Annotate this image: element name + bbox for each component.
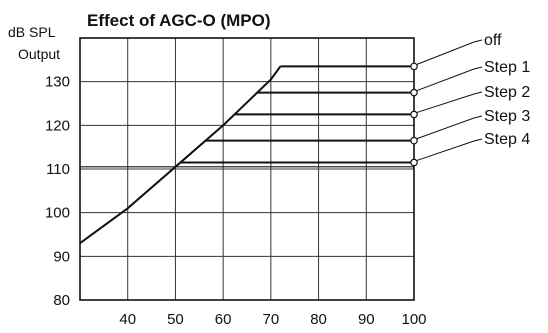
plot-area	[79, 62, 418, 245]
x-tick-label-60: 60	[215, 311, 232, 328]
y-tick-label-130: 130	[45, 74, 70, 91]
series-marker-step-2	[410, 110, 418, 119]
x-tick-label-40: 40	[119, 311, 136, 328]
legend-label-off: off	[484, 32, 502, 49]
y-tick-label-110: 110	[46, 161, 70, 178]
input-output-curve	[79, 65, 282, 245]
chart-title: Effect of AGC-O (MPO)	[87, 11, 271, 30]
y-tick-label-100: 100	[45, 205, 70, 222]
x-tick-label-70: 70	[263, 311, 280, 328]
legend-label-step-4: Step 4	[484, 131, 530, 148]
legend: off Step 1 Step 2 Step 3 Step 4	[416, 32, 530, 161]
legend-label-step-1: Step 1	[484, 59, 530, 76]
y-tick-label-90: 90	[53, 248, 70, 265]
series-marker-step-3	[410, 136, 418, 145]
y-axis-label: Output	[18, 46, 60, 62]
plot-frame	[79, 37, 415, 301]
y-axis-unit: dB SPL	[8, 24, 56, 40]
tick-labels: 80 90 100 110 120 130 40 50 60 70 80 90 100	[45, 74, 427, 328]
x-tick-label-100: 100	[401, 311, 426, 328]
axes	[79, 37, 415, 301]
legend-leader-off	[416, 39, 483, 65]
series-marker-step-1	[410, 88, 418, 97]
legend-leader-step-3	[416, 115, 483, 140]
y-tick-label-80: 80	[53, 292, 70, 309]
grid	[80, 38, 414, 300]
series-marker-off	[410, 62, 418, 71]
legend-leader-step-4	[416, 138, 483, 161]
x-tick-label-50: 50	[167, 311, 184, 328]
y-tick-label-120: 120	[45, 117, 70, 134]
legend-label-step-2: Step 2	[484, 84, 530, 101]
legend-leader-step-1	[416, 66, 483, 92]
legend-label-step-3: Step 3	[484, 108, 530, 125]
series-marker-step-4	[410, 158, 418, 167]
x-tick-label-80: 80	[310, 311, 327, 328]
x-tick-label-90: 90	[358, 311, 375, 328]
legend-leader-step-2	[416, 91, 483, 113]
